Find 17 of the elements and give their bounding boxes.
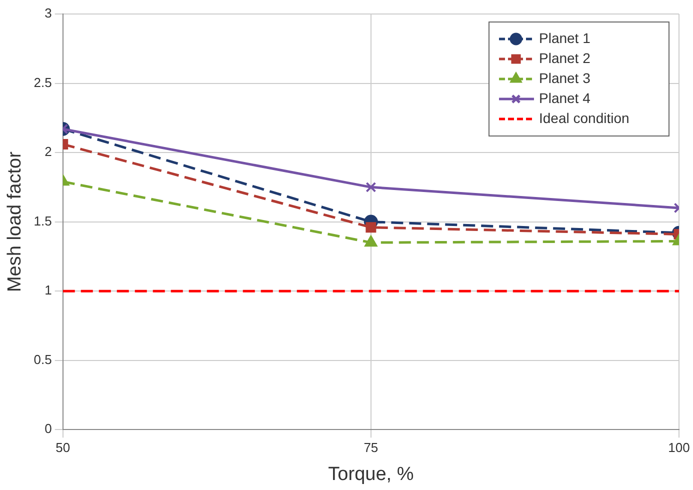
legend-label: Planet 3 <box>539 70 591 86</box>
x-axis-title: Torque, % <box>328 464 414 485</box>
y-tick-label: 0.5 <box>34 352 52 367</box>
legend-label: Ideal condition <box>539 110 630 126</box>
y-tick-label: 3 <box>44 6 52 21</box>
y-tick-label: 1 <box>44 282 52 298</box>
y-tick-label: 2.5 <box>34 74 52 90</box>
x-tick-label: 75 <box>364 440 378 455</box>
legend-label: Planet 2 <box>539 50 591 66</box>
y-tick-label: 0 <box>44 421 52 436</box>
legend-label: Planet 1 <box>539 30 591 46</box>
x-tick-label: 50 <box>56 440 70 455</box>
y-axis-title: Mesh load factor <box>4 150 26 292</box>
legend-label: Planet 4 <box>539 90 591 106</box>
y-tick-label: 1.5 <box>34 213 52 228</box>
x-tick-label: 100 <box>668 440 690 455</box>
y-tick-label: 2 <box>44 144 52 160</box>
